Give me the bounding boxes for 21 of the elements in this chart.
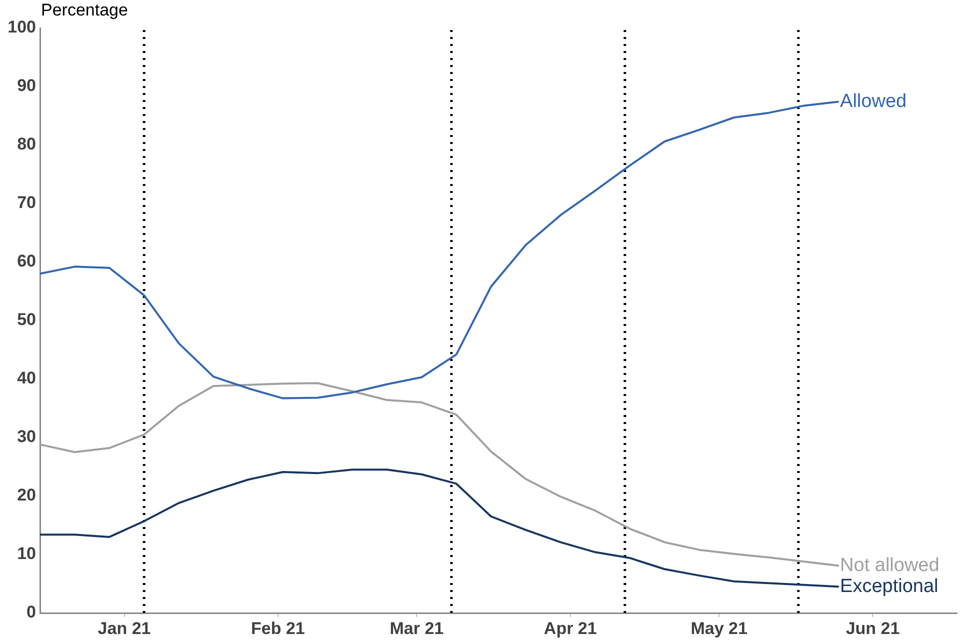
- y-tick-label: 90: [17, 76, 36, 96]
- series-label: Exceptional: [840, 576, 938, 597]
- y-tick-label: 10: [17, 544, 36, 564]
- y-tick-label: 70: [17, 193, 36, 212]
- x-tick-label: Jun 21: [846, 618, 900, 638]
- x-tick-label: Apr 21: [544, 618, 597, 638]
- y-tick-label: 100: [8, 18, 36, 37]
- y-tick-label: 60: [17, 252, 36, 271]
- y-axis-title: Percentage: [41, 0, 128, 20]
- y-tick-label: 30: [17, 427, 36, 446]
- y-tick-label: 80: [17, 134, 36, 154]
- y-tick-label: 20: [17, 486, 36, 505]
- x-tick-label: Jan 21: [98, 618, 151, 638]
- x-tick-label: May 21: [690, 618, 748, 638]
- series-label: Not allowed: [840, 554, 940, 576]
- y-tick-label: 40: [17, 368, 36, 388]
- y-tick-label: 0: [26, 602, 36, 622]
- x-tick-label: Feb 21: [250, 618, 305, 638]
- series-label: Allowed: [840, 90, 907, 112]
- x-tick-label: Mar 21: [390, 618, 444, 638]
- y-tick-label: 50: [17, 310, 36, 330]
